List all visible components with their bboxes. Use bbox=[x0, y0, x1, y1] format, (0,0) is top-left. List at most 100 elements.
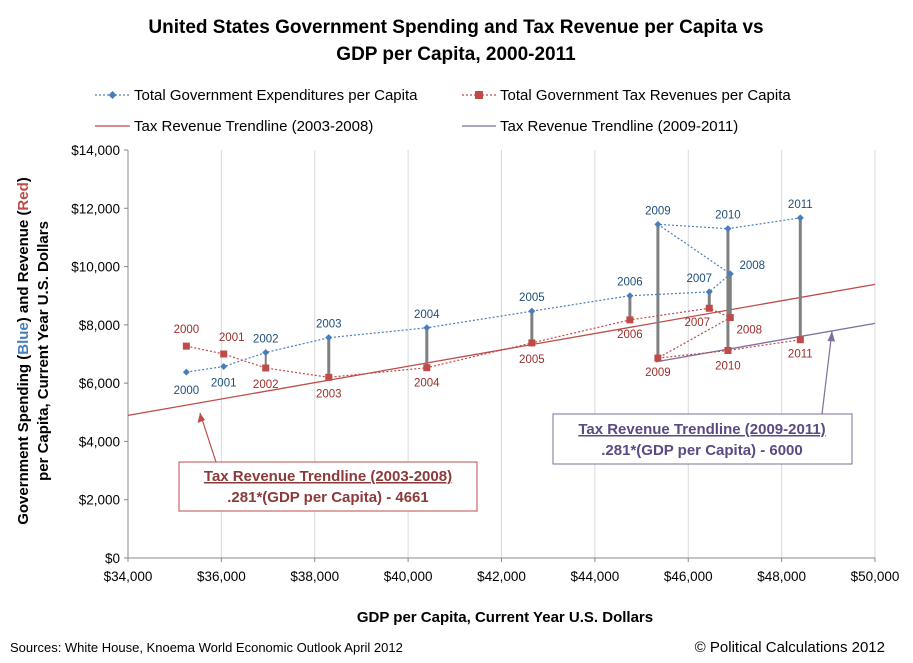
expenditure-label-2005: 2005 bbox=[519, 292, 545, 304]
y-axis-title-part-1: Government Spending ( bbox=[15, 355, 32, 525]
revenue-point-2003 bbox=[325, 373, 333, 381]
sources-note: Sources: White House, Knoema World Econo… bbox=[10, 640, 403, 655]
revenue-label-2002: 2002 bbox=[253, 379, 279, 391]
revenue-label-2006: 2006 bbox=[617, 329, 643, 341]
y-axis-title-part-3: ) bbox=[15, 177, 32, 182]
y-tick-label: $10,000 bbox=[71, 260, 120, 275]
x-tick-label: $40,000 bbox=[384, 569, 433, 584]
legend-marker-revenues bbox=[475, 91, 483, 99]
legend-label-trend-2009-2011: Tax Revenue Trendline (2009-2011) bbox=[500, 118, 738, 135]
y-tick-label: $6,000 bbox=[79, 376, 120, 391]
x-tick-label: $36,000 bbox=[197, 569, 246, 584]
revenue-label-2004: 2004 bbox=[414, 378, 440, 390]
legend-item-trend-2009-2011: Tax Revenue Trendline (2009-2011) bbox=[462, 118, 738, 135]
series-lines bbox=[186, 217, 801, 378]
revenue-label-2011: 2011 bbox=[788, 349, 813, 361]
expenditures-line bbox=[186, 217, 801, 373]
trendline-2009-2011 bbox=[655, 322, 876, 363]
annotation-arrow-2009-2011 bbox=[821, 330, 833, 415]
y-tick-label: $0 bbox=[105, 551, 120, 566]
annotation-formula-2009-2011: .281*(GDP per Capita) - 6000 bbox=[601, 442, 802, 459]
legend-label-expenditures: Total Government Expenditures per Capita bbox=[134, 87, 418, 104]
y-tick-label: $8,000 bbox=[79, 318, 120, 333]
revenue-label-2007: 2007 bbox=[684, 317, 710, 329]
expenditure-point-2007 bbox=[705, 288, 713, 296]
expenditure-point-2010 bbox=[724, 225, 732, 233]
revenue-point-2002 bbox=[262, 364, 270, 372]
expenditure-label-2001: 2001 bbox=[211, 378, 237, 390]
revenue-label-2009: 2009 bbox=[645, 367, 671, 379]
legend-marker-expenditures bbox=[108, 91, 117, 99]
expenditure-label-2008: 2008 bbox=[739, 260, 765, 272]
expenditure-label-2004: 2004 bbox=[414, 309, 440, 321]
legend-item-expenditures: Total Government Expenditures per Capita bbox=[95, 87, 418, 104]
revenue-point-2006 bbox=[626, 316, 634, 324]
chart-title-line-1: United States Government Spending and Ta… bbox=[148, 17, 763, 38]
expenditure-label-2007: 2007 bbox=[686, 273, 712, 285]
x-tick-label: $34,000 bbox=[104, 569, 153, 584]
annotation-arrowhead-2003-2008 bbox=[197, 413, 205, 423]
x-tick-label: $46,000 bbox=[664, 569, 713, 584]
legend-label-revenues: Total Government Tax Revenues per Capita bbox=[500, 87, 791, 104]
revenue-point-2010 bbox=[724, 347, 732, 355]
revenue-point-2000 bbox=[182, 342, 190, 350]
y-axis-title-part-2: ) and Revenue ( bbox=[15, 211, 32, 323]
y-axis-title: Government Spending (Blue) and Revenue (… bbox=[15, 177, 52, 525]
expenditure-point-2006 bbox=[626, 292, 634, 300]
y-tick-label: $4,000 bbox=[79, 434, 120, 449]
annotation-title-2009-2011: Tax Revenue Trendline (2009-2011) bbox=[578, 421, 825, 438]
point-labels: 2000 2000 2001 2001 2002 2002 2003 2003 2004 2004… bbox=[174, 199, 813, 400]
annotation-trend-2009-2011: Tax Revenue Trendline (2009-2011) .281*(… bbox=[552, 330, 853, 465]
expenditure-point-2002 bbox=[262, 349, 270, 357]
series-markers bbox=[182, 214, 804, 381]
expenditure-point-2000 bbox=[182, 368, 190, 376]
legend-item-revenues: Total Government Tax Revenues per Capita bbox=[462, 87, 791, 104]
chart-title-line-2: GDP per Capita, 2000-2011 bbox=[336, 44, 576, 65]
revenue-label-2001: 2001 bbox=[219, 332, 245, 344]
revenue-label-2010: 2010 bbox=[715, 361, 741, 373]
expenditure-point-2011 bbox=[796, 214, 804, 222]
revenue-label-2008: 2008 bbox=[736, 325, 762, 337]
expenditure-label-2002: 2002 bbox=[253, 334, 279, 346]
expenditure-label-2009: 2009 bbox=[645, 205, 671, 217]
annotation-formula-2003-2008: .281*(GDP per Capita) - 4661 bbox=[227, 489, 428, 506]
revenue-label-2003: 2003 bbox=[316, 388, 342, 400]
revenue-point-2007 bbox=[705, 304, 713, 312]
annotation-arrowhead-2009-2011 bbox=[827, 331, 835, 342]
y-tick-label: $14,000 bbox=[71, 143, 120, 158]
expenditure-label-2010: 2010 bbox=[715, 210, 741, 222]
annotation-trend-2003-2008: Tax Revenue Trendline (2003-2008) .281*(… bbox=[178, 412, 478, 512]
annotation-arrow-2003-2008 bbox=[199, 412, 217, 463]
x-tick-label: $38,000 bbox=[290, 569, 339, 584]
legend: Total Government Expenditures per Capita… bbox=[95, 87, 791, 135]
expenditure-label-2006: 2006 bbox=[617, 277, 643, 289]
y-tick-label: $12,000 bbox=[71, 201, 120, 216]
x-tick-label: $42,000 bbox=[477, 569, 526, 584]
expenditure-point-2004 bbox=[423, 324, 431, 332]
x-tick-labels: $34,000 $36,000 $38,000 $40,000 $42,000 $44,0… bbox=[104, 569, 900, 584]
revenue-label-2000: 2000 bbox=[174, 324, 200, 336]
revenue-point-2011 bbox=[796, 336, 804, 344]
annotation-title-2003-2008: Tax Revenue Trendline (2003-2008) bbox=[204, 468, 452, 485]
y-axis-title-line-2: per Capita, Current Year U.S. Dollars bbox=[35, 221, 52, 481]
x-tick-label: $50,000 bbox=[851, 569, 900, 584]
expenditure-point-2009 bbox=[654, 220, 662, 228]
legend-item-trend-2003-2008: Tax Revenue Trendline (2003-2008) bbox=[95, 118, 373, 135]
copyright-note: © Political Calculations 2012 bbox=[695, 639, 885, 656]
expenditure-point-2008 bbox=[726, 270, 734, 278]
y-axis-title-red: Red bbox=[15, 182, 32, 210]
expenditure-point-2003 bbox=[325, 334, 333, 342]
axes bbox=[124, 149, 876, 562]
expenditure-label-2011: 2011 bbox=[788, 199, 813, 211]
expenditure-point-2005 bbox=[528, 307, 536, 315]
x-tick-label: $48,000 bbox=[757, 569, 806, 584]
revenue-label-2005: 2005 bbox=[519, 354, 545, 366]
expenditure-label-2000: 2000 bbox=[174, 385, 200, 397]
y-tick-label: $2,000 bbox=[79, 493, 120, 508]
y-axis-title-blue: Blue bbox=[15, 322, 32, 355]
expenditure-point-2001 bbox=[220, 363, 228, 371]
revenue-point-2001 bbox=[220, 350, 228, 358]
x-tick-label: $44,000 bbox=[570, 569, 619, 584]
revenue-point-2005 bbox=[528, 339, 536, 347]
annotation-box-2009-2011 bbox=[552, 413, 853, 465]
